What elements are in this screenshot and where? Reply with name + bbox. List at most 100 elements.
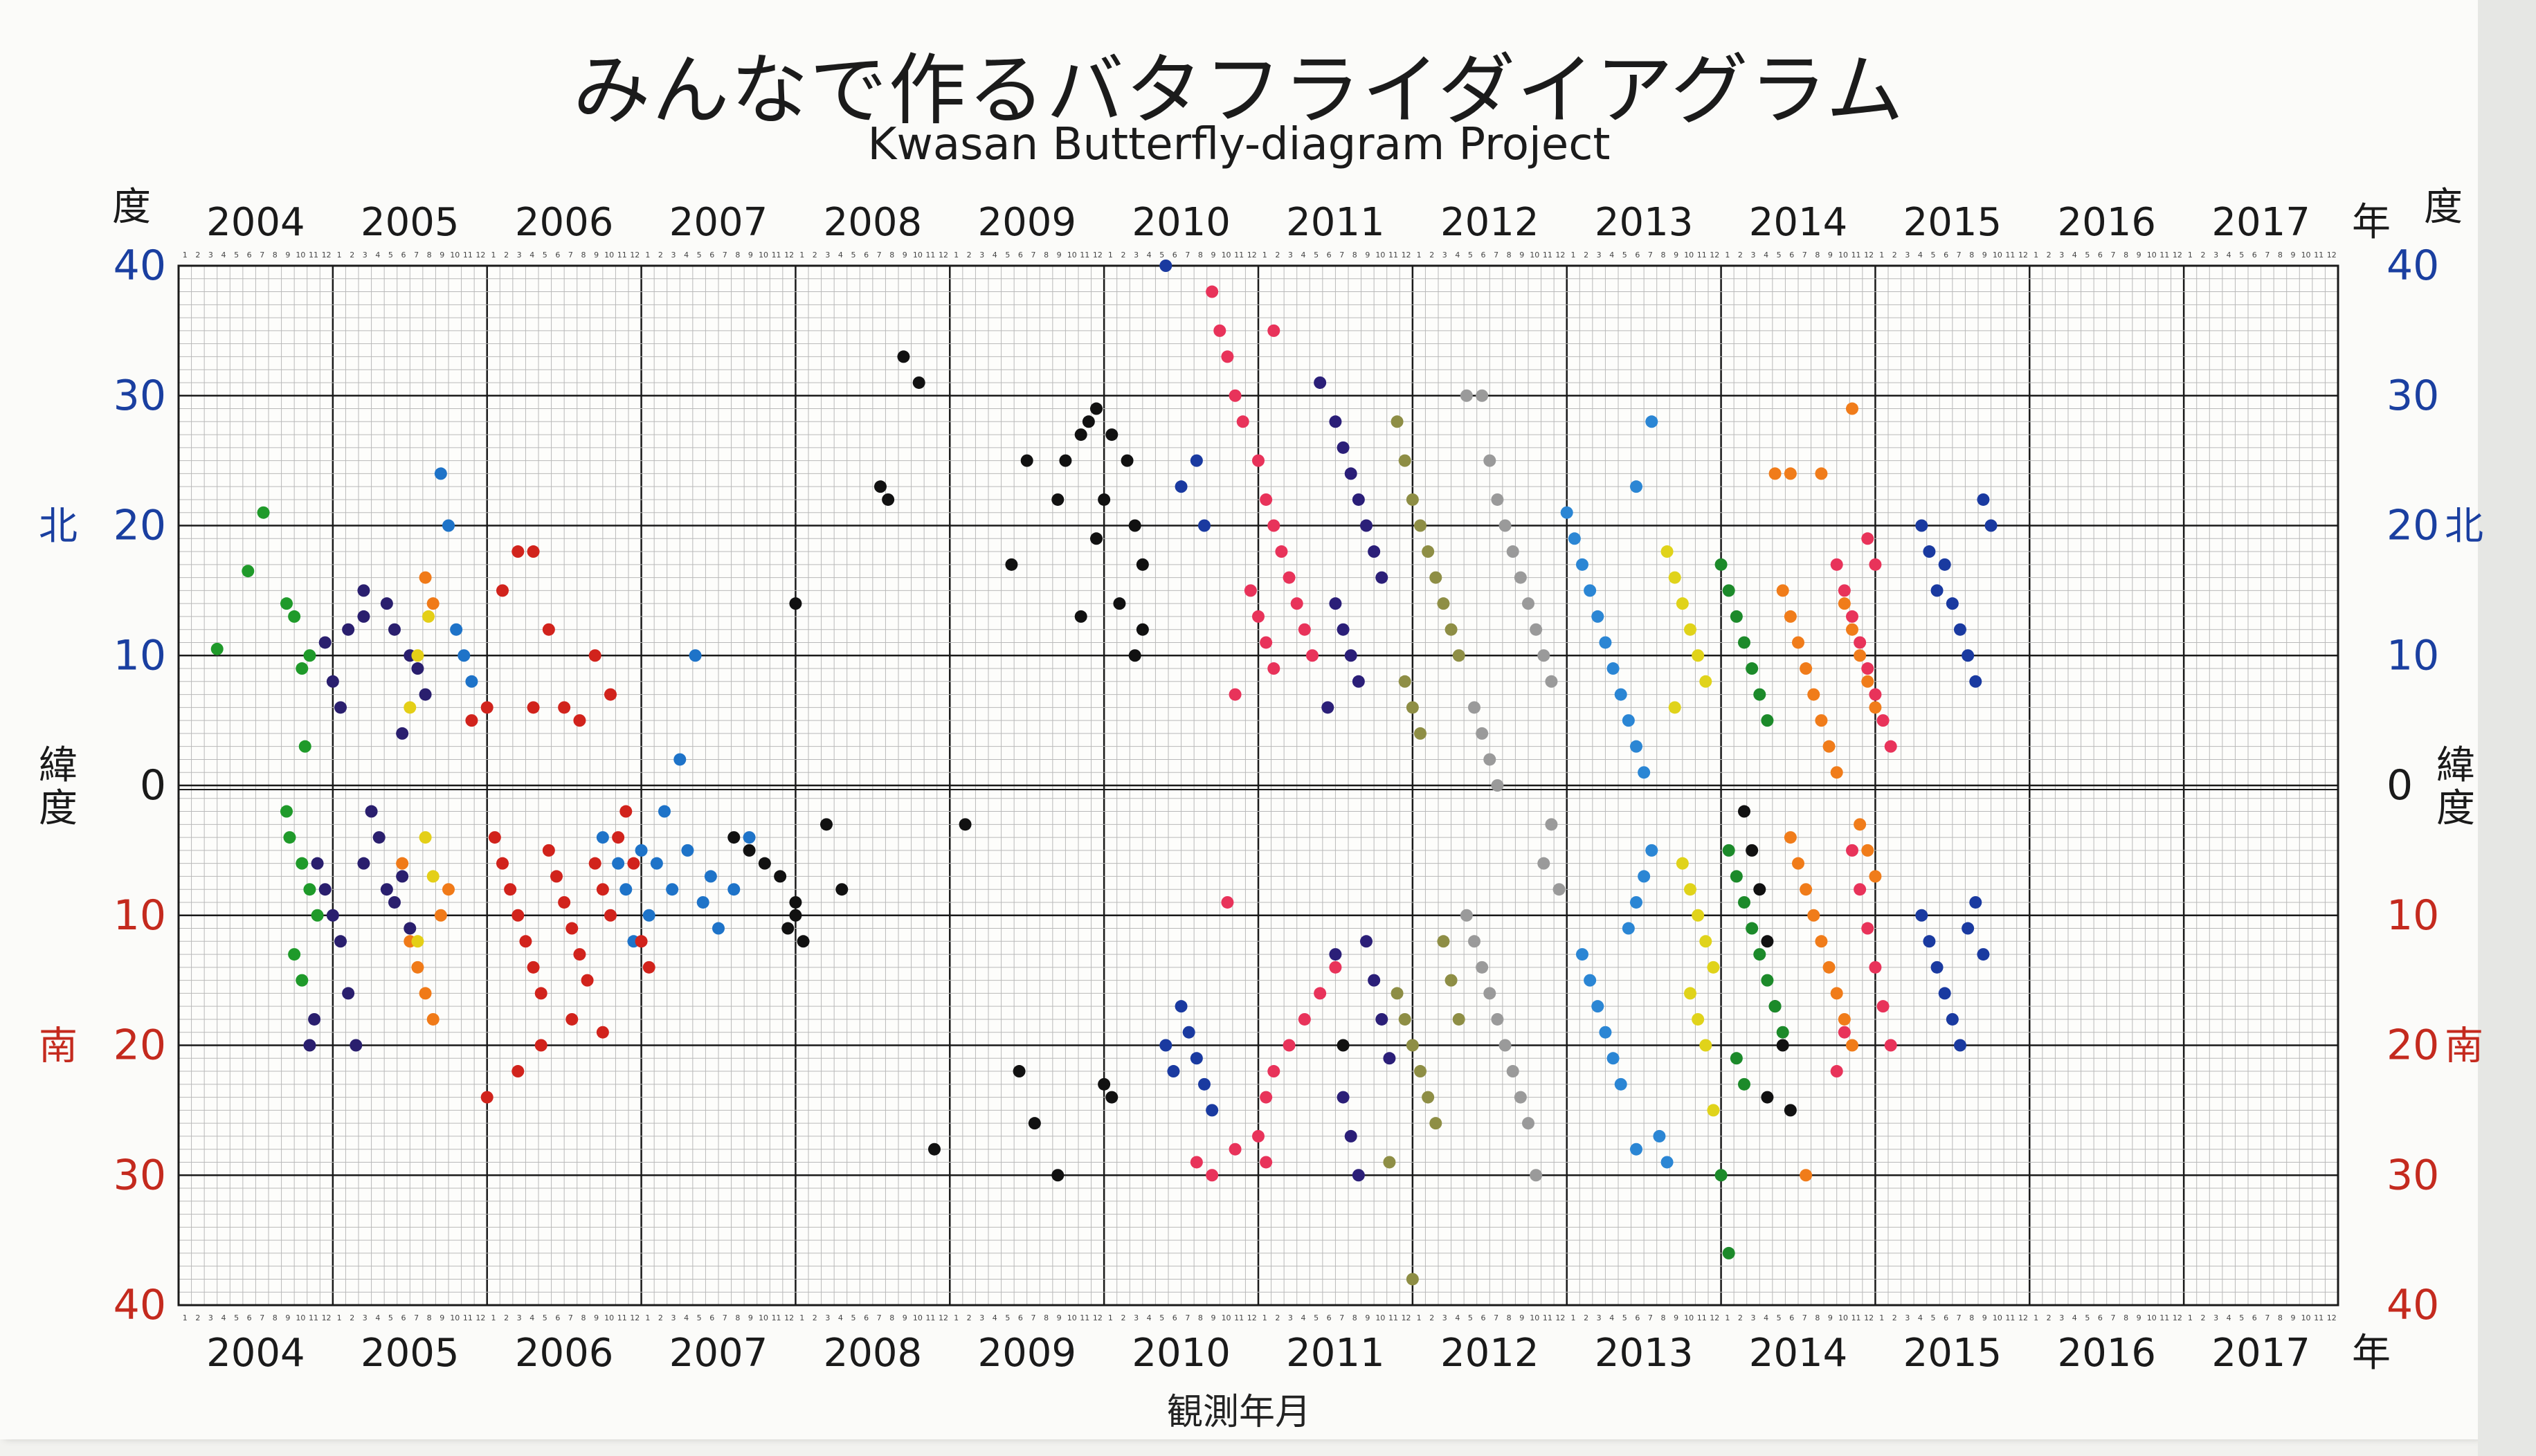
month-tick-bottom: 11 [1543,1313,1552,1322]
month-tick-bottom: 1 [1108,1313,1113,1322]
month-tick-top: 5 [2085,251,2090,260]
sunspot-point [1630,895,1642,909]
month-tick-bottom: 4 [2227,1313,2231,1322]
sunspot-point [1406,493,1419,506]
sunspot-point [1337,623,1350,636]
month-tick-bottom: 5 [1314,1313,1319,1322]
sunspot-point [1483,753,1496,766]
sunspot-point [1028,1117,1041,1130]
sunspot-point [1059,454,1072,467]
sunspot-point [1290,597,1303,610]
sunspot-point [565,922,579,935]
sunspot-point [1275,545,1288,558]
sunspot-point [303,883,316,896]
sunspot-point [1984,519,1998,532]
sunspot-point [928,1143,941,1156]
sunspot-point [1861,662,1874,675]
month-tick-top: 12 [2327,251,2337,260]
sunspot-point [1668,701,1681,714]
sunspot-point [1761,1091,1774,1104]
sunspot-point [1738,636,1750,649]
month-tick-bottom: 9 [748,1313,753,1322]
sunspot-point [1344,467,1357,480]
month-tick-top: 6 [2252,251,2257,260]
month-tick-bottom: 9 [2291,1313,2296,1322]
sunspot-point [1784,1104,1797,1117]
sunspot-point [527,701,540,714]
sunspot-point [504,883,517,896]
sunspot-point [1800,662,1813,675]
month-tick-top: 11 [1234,251,1244,260]
sunspot-point [1869,558,1882,571]
sunspot-point [1444,974,1458,987]
sunspot-point [558,701,571,714]
sunspot-point [1768,467,1782,480]
month-tick-bottom: 3 [1597,1313,1602,1322]
month-tick-bottom: 5 [234,1313,239,1322]
month-tick-bottom: 9 [1982,1313,1987,1322]
latitude-label-left: 緯 [39,743,78,788]
sunspot-point [1599,1026,1612,1039]
month-tick-bottom: 2 [1121,1313,1126,1322]
month-tick-top: 4 [1764,251,1768,260]
sunspot-point [1236,415,1249,428]
sunspot-point [1414,519,1426,532]
sunspot-point [357,584,370,597]
sunspot-point [257,506,270,519]
sunspot-point [1344,1129,1357,1143]
sunspot-point [1383,1156,1396,1169]
month-tick-top: 4 [1609,251,1614,260]
month-tick-top: 9 [1828,251,1833,260]
month-tick-top: 12 [630,251,640,260]
month-tick-top: 3 [825,251,830,260]
sunspot-point [422,610,435,623]
month-tick-top: 5 [1005,251,1010,260]
sunspot-point [1768,1000,1782,1013]
month-tick-bottom: 9 [2137,1313,2141,1322]
month-tick-bottom: 6 [2252,1313,2257,1322]
month-tick-top: 10 [1684,251,1694,260]
sunspot-point [1221,350,1234,363]
sunspot-point [1375,1012,1388,1026]
sunspot-point [210,642,224,655]
sunspot-point [1360,519,1373,532]
sunspot-point [789,895,802,909]
y-tick-left: 40 [114,1281,166,1329]
month-tick-top: 8 [273,251,278,260]
sunspot-point [1260,636,1273,649]
sunspot-point [1105,1091,1118,1104]
month-tick-top: 12 [939,251,948,260]
sunspot-point [511,909,525,922]
year-label-bottom: 2004 [206,1331,305,1376]
y-tick-right: 0 [2386,761,2413,810]
sunspot-point [511,1065,525,1078]
sunspot-point [743,844,756,857]
month-tick-top: 8 [735,251,740,260]
month-tick-top: 4 [2072,251,2077,260]
sunspot-point [1476,389,1489,402]
month-tick-top: 5 [388,251,393,260]
month-tick-top: 6 [1018,251,1023,260]
month-tick-top: 4 [1455,251,1460,260]
month-tick-bottom: 4 [993,1313,997,1322]
month-tick-bottom: 6 [1481,1313,1486,1322]
month-tick-top: 5 [697,251,702,260]
sunspot-point [1483,454,1496,467]
month-tick-top: 5 [1314,251,1319,260]
sunspot-point [434,909,447,922]
month-tick-bottom: 8 [735,1313,740,1322]
sunspot-point [789,909,802,922]
latitude-label-right: 緯 [2436,743,2475,788]
sunspot-point [1606,662,1620,675]
month-tick-bottom: 12 [1402,1313,1411,1322]
year-unit-top: 年 [2352,200,2391,245]
year-label-bottom: 2009 [977,1331,1076,1376]
month-tick-bottom: 2 [2047,1313,2052,1322]
month-tick-top: 7 [1494,251,1498,260]
sunspot-point [1746,844,1759,857]
sunspot-point [357,610,370,623]
sunspot-point [480,701,493,714]
month-tick-bottom: 5 [388,1313,393,1322]
month-tick-top: 5 [543,251,547,260]
